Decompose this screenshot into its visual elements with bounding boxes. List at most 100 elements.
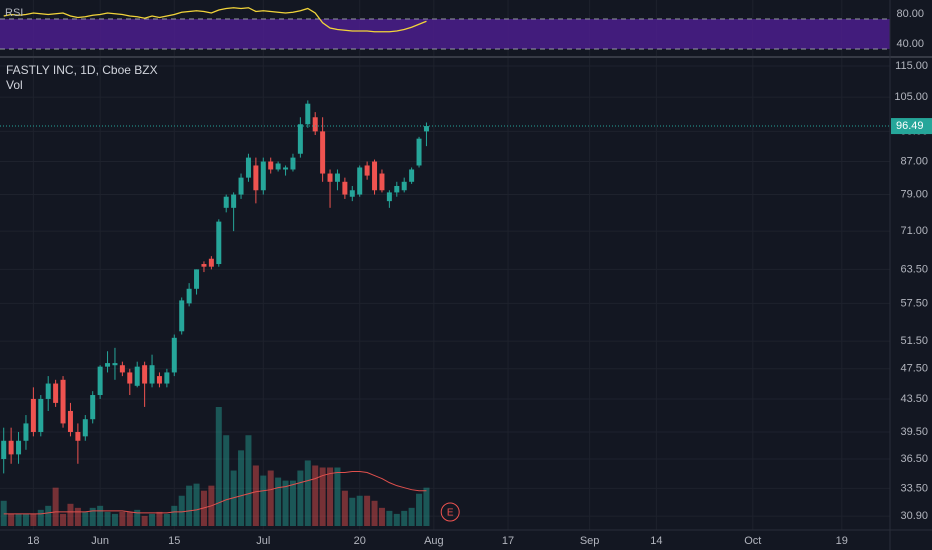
candle-body <box>349 190 355 197</box>
volume-bar <box>126 511 133 526</box>
y-tick-label: 43.50 <box>900 393 928 405</box>
volume-bar <box>37 509 44 526</box>
y-tick-label: 57.50 <box>900 297 928 309</box>
candle-body <box>238 177 244 195</box>
candle-body <box>90 395 96 420</box>
candle-body <box>119 365 125 373</box>
rsi-band <box>0 18 890 50</box>
candle-body <box>156 376 162 384</box>
volume-bar <box>30 513 37 526</box>
candle-body <box>164 372 170 384</box>
volume-bar <box>364 495 371 526</box>
y-tick-label: 47.50 <box>900 363 928 375</box>
candle-body <box>297 124 303 154</box>
volume-bar <box>267 470 274 526</box>
candle-body <box>171 337 177 373</box>
candle-body <box>97 366 103 396</box>
candle-body <box>201 264 207 267</box>
y-tick-label: 115.00 <box>895 60 928 72</box>
rsi-label: RSI <box>5 7 23 19</box>
candle-body <box>320 131 326 174</box>
rsi-line <box>3 7 427 33</box>
volume-bar <box>223 435 230 526</box>
candle-body <box>401 181 407 191</box>
candle-body <box>60 379 66 424</box>
candle-body <box>105 363 111 367</box>
x-tick-label: 17 <box>502 535 514 547</box>
volume-bar <box>60 513 67 526</box>
volume-bar <box>297 470 304 526</box>
volume-bar <box>349 497 356 526</box>
volume-bar <box>97 505 104 526</box>
candle-body <box>305 103 311 125</box>
candle-body <box>394 185 400 193</box>
rsi-tick-label: 40.00 <box>896 38 924 50</box>
candle-body <box>312 117 318 132</box>
x-tick-label: Jul <box>256 535 270 547</box>
volume-bar <box>193 483 200 526</box>
x-tick-label: 19 <box>836 535 848 547</box>
candle-body <box>194 269 200 289</box>
volume-bar <box>89 507 96 526</box>
candle-body <box>142 365 148 384</box>
volume-bar <box>141 515 148 526</box>
volume-bar <box>15 513 22 526</box>
volume-bar <box>215 406 222 526</box>
chart-title: FASTLY INC, 1D, Cboe BZX <box>6 63 158 77</box>
candle-body <box>53 383 59 403</box>
x-tick-label: 14 <box>650 535 662 547</box>
candle-body <box>342 181 348 195</box>
candle-body <box>260 161 266 191</box>
volume-bar <box>104 511 111 526</box>
volume-bar <box>52 487 59 526</box>
volume-bar <box>289 480 296 526</box>
volume-bar <box>260 475 267 526</box>
candle-body <box>127 372 133 384</box>
volume-ma-line <box>3 471 427 515</box>
volume-bar <box>74 507 81 526</box>
candle-body <box>186 288 192 304</box>
candle-body <box>275 163 281 170</box>
candle-body <box>253 165 259 191</box>
volume-bar <box>0 500 7 526</box>
candle-body <box>16 440 22 455</box>
candle-body <box>67 410 73 432</box>
x-tick-label: Aug <box>424 535 444 547</box>
rsi-tick-label: 80.00 <box>896 8 924 20</box>
volume-bar <box>304 460 311 526</box>
volume-bar <box>178 495 185 526</box>
volume-bar <box>371 500 378 526</box>
candle-body <box>216 221 222 265</box>
candle-body <box>179 300 185 332</box>
volume-bar <box>149 513 156 526</box>
volume-bar <box>356 495 363 526</box>
volume-bar <box>282 480 289 526</box>
y-tick-label: 30.90 <box>900 510 928 522</box>
volume-bar <box>312 465 319 526</box>
candle-body <box>1 440 7 460</box>
volume-bar <box>186 485 193 526</box>
volume-bar <box>22 513 29 526</box>
y-tick-label: 71.00 <box>900 225 928 237</box>
volume-bar <box>386 510 393 526</box>
candle-body <box>416 138 422 166</box>
volume-bar <box>319 467 326 526</box>
y-tick-label: 33.50 <box>900 482 928 494</box>
candle-body <box>334 173 340 182</box>
volume-bar <box>252 465 259 526</box>
earnings-marker <box>440 502 460 522</box>
volume-bar <box>163 513 170 526</box>
y-tick-label: 36.50 <box>900 453 928 465</box>
candle-body <box>372 161 378 191</box>
candle-body <box>149 365 155 384</box>
volume-bar <box>275 477 282 526</box>
candle-body <box>245 157 251 178</box>
volume-bar <box>408 507 415 526</box>
y-tick-label: 105.00 <box>894 91 928 103</box>
volume-label: Vol <box>6 78 23 92</box>
volume-bar <box>416 493 423 526</box>
candle-body <box>134 366 140 386</box>
candle-body <box>290 157 296 170</box>
candle-body <box>357 167 363 195</box>
